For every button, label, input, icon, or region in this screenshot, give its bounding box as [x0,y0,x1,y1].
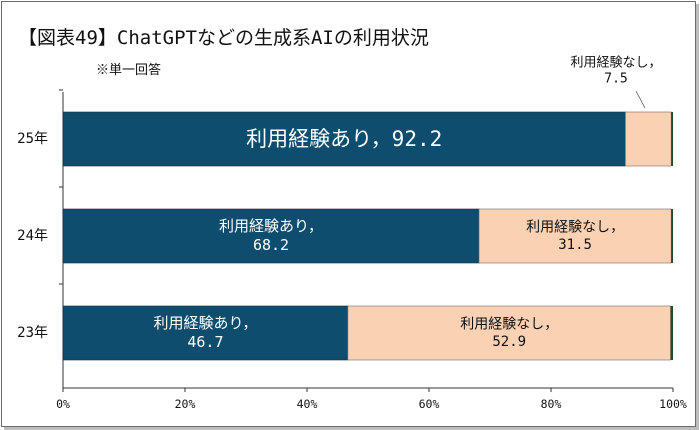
chart-title: 【図表49】ChatGPTなどの生成系AIの利用状況 [18,27,429,49]
bar-remainder [671,112,673,166]
bar-not-experienced [625,111,672,167]
category-label: 24年 [17,228,48,244]
data-label-not-experienced: 利用経験なし， [570,55,661,70]
data-label-not-experienced: 7.5 [604,72,627,87]
data-label-experienced: 46.7 [187,333,223,351]
x-tick-label: 0% [56,397,70,411]
bar-not-experienced [347,305,671,361]
category-label: 23年 [17,325,48,341]
bar-remainder [671,209,673,263]
x-tick-label: 40% [297,397,318,411]
bar-experienced [62,305,349,361]
x-tick-label: 80% [541,397,562,411]
data-label-experienced: 68.2 [253,236,289,254]
chart-note: ※単一回答 [96,62,161,78]
data-label-experienced: 利用経験あり， [153,314,257,332]
data-label-not-experienced: 31.5 [558,237,592,253]
leader-line [635,90,646,109]
bar-experienced [62,208,480,264]
bar-remainder [670,306,673,360]
x-tick-label: 20% [175,397,196,411]
data-label-experienced: 利用経験あり，92.2 [246,127,442,151]
x-tick-label: 60% [419,397,440,411]
data-label-experienced: 利用経験あり， [219,217,323,235]
data-label-not-experienced: 52.9 [492,334,526,350]
plot-area: 0% 20% 40% 60% 80% 100% 25年 利用経験あり，92.2 利用経験なし， 7… [17,55,687,411]
bar-not-experienced [478,208,672,264]
category-label: 25年 [17,131,48,147]
data-label-not-experienced: 利用経験なし， [460,316,558,332]
data-label-not-experienced: 利用経験なし， [526,219,624,235]
bar-experienced [62,111,626,167]
x-tick-label: 100% [659,397,687,411]
